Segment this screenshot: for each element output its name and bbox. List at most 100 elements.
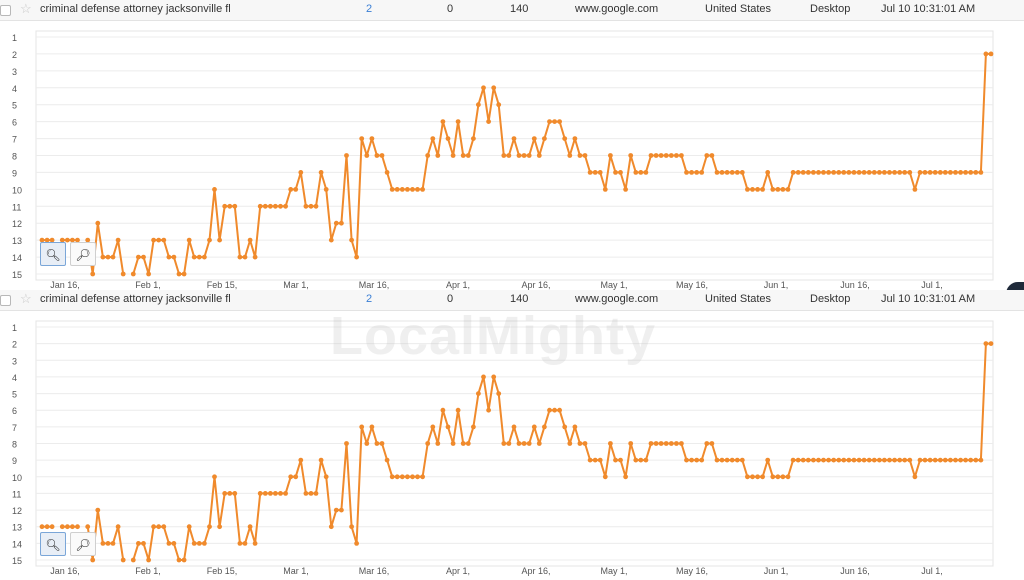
- data-point: [765, 170, 771, 175]
- checkbox-icon[interactable]: [0, 295, 11, 306]
- star-icon[interactable]: ☆: [20, 1, 32, 16]
- data-point: [866, 170, 872, 175]
- data-point: [333, 220, 339, 226]
- data-point: [684, 170, 689, 175]
- data-point: [597, 170, 603, 175]
- data-point: [689, 170, 694, 175]
- data-point: [689, 457, 694, 463]
- data-point: [59, 524, 65, 530]
- data-point: [699, 457, 705, 463]
- data-point: [349, 524, 354, 530]
- data-point: [978, 170, 984, 175]
- data-point: [268, 203, 273, 209]
- x-tick-label: Apr 1,: [446, 566, 470, 576]
- data-point: [364, 153, 370, 158]
- data-point: [542, 424, 547, 430]
- data-point: [465, 441, 471, 446]
- data-point: [405, 187, 410, 192]
- zoom-in-icon[interactable]: 🔎︎: [70, 532, 96, 556]
- data-point: [587, 457, 593, 463]
- data-point: [948, 457, 953, 463]
- y-tick-label: 10: [12, 185, 22, 195]
- y-tick-label: 15: [12, 556, 22, 566]
- data-point: [374, 153, 380, 158]
- data-point: [846, 170, 852, 175]
- data-point: [613, 457, 618, 463]
- data-point: [166, 541, 172, 546]
- star-icon[interactable]: ☆: [20, 291, 32, 306]
- device: Desktop: [810, 3, 851, 15]
- data-point: [836, 170, 842, 175]
- data-point: [171, 254, 177, 260]
- data-point: [90, 271, 96, 277]
- data-point: [547, 407, 552, 413]
- data-point: [110, 254, 116, 260]
- data-point: [202, 254, 207, 260]
- data-point: [491, 85, 497, 91]
- data-point: [369, 136, 375, 141]
- data-point: [450, 441, 456, 446]
- current-rank-link[interactable]: 2: [366, 293, 373, 305]
- y-tick-label: 7: [12, 135, 17, 145]
- data-point: [856, 170, 862, 175]
- data-point: [288, 187, 294, 192]
- search-engine: www.google.com: [575, 3, 659, 15]
- data-point: [339, 507, 344, 513]
- rank-panel-2: ☆ criminal defense attorney jacksonville…: [0, 290, 1024, 576]
- data-point: [308, 491, 314, 496]
- data-point: [714, 457, 720, 463]
- x-tick-label: Jul 1,: [921, 280, 943, 290]
- keyword-text: criminal defense attorney jacksonville f…: [40, 3, 231, 15]
- rank-change: 0: [447, 293, 454, 305]
- data-point: [328, 237, 334, 243]
- data-point: [44, 237, 50, 243]
- data-point: [344, 153, 349, 158]
- data-point: [120, 271, 126, 277]
- data-point: [85, 237, 91, 243]
- data-point: [196, 541, 202, 546]
- device: Desktop: [810, 293, 851, 305]
- data-point: [927, 170, 933, 175]
- data-point: [100, 541, 106, 546]
- data-point: [420, 187, 425, 192]
- data-point: [633, 457, 639, 463]
- data-point: [948, 170, 953, 175]
- zoom-in-icon[interactable]: 🔎︎: [70, 242, 96, 266]
- x-tick-label: Apr 1,: [446, 280, 470, 290]
- data-point: [968, 170, 974, 175]
- data-point: [765, 457, 771, 463]
- data-point: [871, 170, 877, 175]
- data-point: [44, 524, 50, 530]
- data-point: [222, 203, 228, 209]
- data-point: [552, 119, 557, 124]
- keyword-row[interactable]: ☆ criminal defense attorney jacksonville…: [0, 290, 1024, 311]
- data-point: [389, 187, 395, 192]
- data-point: [445, 136, 451, 141]
- data-point: [455, 407, 461, 413]
- data-point: [719, 457, 725, 463]
- y-tick-label: 12: [12, 219, 22, 229]
- data-point: [917, 170, 923, 175]
- data-point: [242, 254, 248, 260]
- data-point: [176, 557, 182, 563]
- zoom-reset-icon[interactable]: 🔍︎: [40, 242, 66, 266]
- data-point: [273, 491, 278, 496]
- checkbox-icon[interactable]: [0, 5, 11, 16]
- data-point: [496, 391, 502, 396]
- data-point: [826, 457, 831, 463]
- data-point: [455, 119, 461, 124]
- data-point: [486, 119, 491, 124]
- data-point: [922, 457, 928, 463]
- data-point: [85, 524, 91, 530]
- data-point: [897, 170, 903, 175]
- data-point: [283, 203, 288, 209]
- data-point: [937, 457, 943, 463]
- keyword-row[interactable]: ☆ criminal defense attorney jacksonville…: [0, 0, 1024, 21]
- data-point: [120, 557, 126, 563]
- current-rank-link[interactable]: 2: [366, 3, 373, 15]
- data-point: [247, 237, 253, 243]
- data-point: [927, 457, 933, 463]
- data-point: [699, 170, 705, 175]
- data-point: [750, 187, 755, 192]
- zoom-reset-icon[interactable]: 🔍︎: [40, 532, 66, 556]
